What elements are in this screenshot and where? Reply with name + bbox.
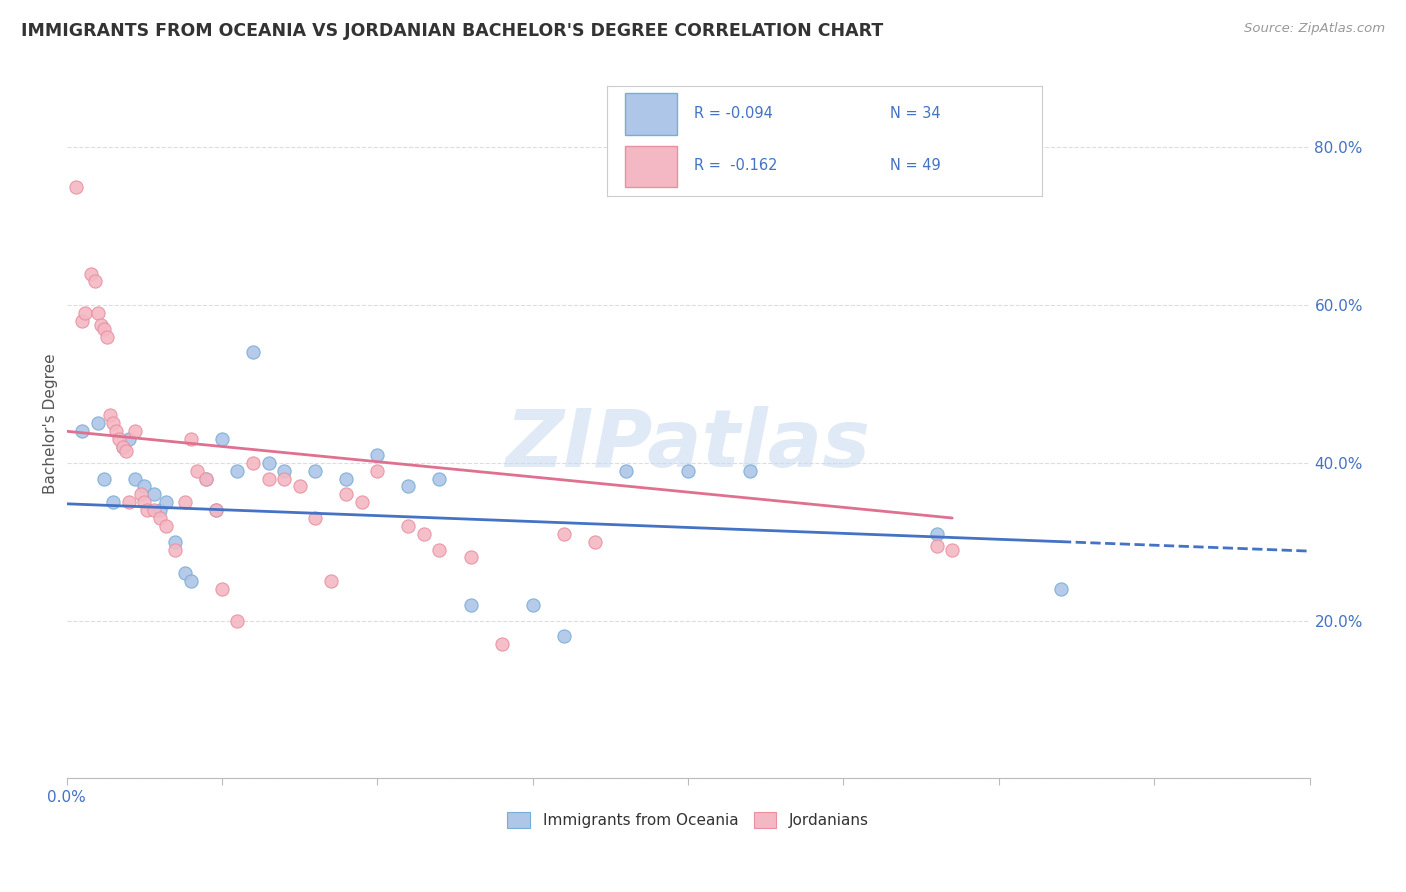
Point: [75, 306, 97, 320]
Point: [111, 440, 134, 454]
Point: [429, 472, 451, 486]
Point: [155, 519, 177, 533]
Point: [460, 598, 482, 612]
Point: [941, 542, 963, 557]
Point: [93, 322, 115, 336]
Point: [396, 479, 419, 493]
Point: [98, 409, 121, 423]
Point: [136, 503, 159, 517]
Text: ZIPatlas: ZIPatlas: [506, 406, 870, 483]
Point: [103, 495, 125, 509]
Point: [149, 511, 172, 525]
Point: [553, 629, 575, 643]
Point: [304, 464, 326, 478]
Point: [242, 456, 264, 470]
Point: [195, 472, 218, 486]
Point: [491, 637, 513, 651]
Point: [553, 526, 575, 541]
Point: [173, 566, 195, 581]
Point: [155, 495, 177, 509]
Point: [740, 464, 762, 478]
Point: [522, 598, 544, 612]
Point: [211, 582, 233, 596]
Text: IMMIGRANTS FROM OCEANIA VS JORDANIAN BACHELOR'S DEGREE CORRELATION CHART: IMMIGRANTS FROM OCEANIA VS JORDANIAN BAC…: [21, 22, 883, 40]
Point: [273, 464, 295, 478]
Y-axis label: Bachelor's Degree: Bachelor's Degree: [44, 353, 58, 493]
Point: [195, 472, 218, 486]
Point: [70, 314, 93, 328]
Point: [124, 472, 146, 486]
Point: [83, 275, 105, 289]
Point: [129, 487, 152, 501]
Point: [204, 503, 226, 517]
Point: [335, 472, 357, 486]
Point: [366, 448, 388, 462]
Point: [304, 511, 326, 525]
Point: [142, 503, 165, 517]
Point: [103, 417, 125, 431]
Point: [105, 424, 128, 438]
Point: [614, 464, 637, 478]
Point: [134, 495, 156, 509]
Point: [583, 534, 606, 549]
Point: [186, 464, 208, 478]
Point: [257, 472, 280, 486]
Point: [1050, 582, 1073, 596]
Point: [93, 472, 115, 486]
Point: [211, 432, 233, 446]
Point: [180, 574, 202, 588]
Point: [925, 539, 948, 553]
Point: [925, 526, 948, 541]
Text: Source: ZipAtlas.com: Source: ZipAtlas.com: [1244, 22, 1385, 36]
Point: [165, 542, 187, 557]
Point: [204, 503, 226, 517]
Point: [86, 417, 108, 431]
Point: [460, 550, 482, 565]
Point: [80, 267, 103, 281]
Point: [142, 487, 165, 501]
Point: [111, 440, 134, 454]
Point: [70, 424, 93, 438]
Point: [319, 574, 342, 588]
Point: [114, 444, 136, 458]
Point: [124, 424, 146, 438]
Point: [226, 614, 249, 628]
Point: [676, 464, 699, 478]
Point: [96, 329, 118, 343]
Point: [90, 318, 112, 332]
Point: [288, 479, 311, 493]
Point: [273, 472, 295, 486]
Point: [165, 534, 187, 549]
Point: [350, 495, 373, 509]
Legend: Immigrants from Oceania, Jordanians: Immigrants from Oceania, Jordanians: [502, 806, 875, 834]
Point: [173, 495, 195, 509]
Point: [242, 345, 264, 359]
Point: [257, 456, 280, 470]
Point: [86, 306, 108, 320]
Point: [180, 432, 202, 446]
Point: [429, 542, 451, 557]
Point: [396, 519, 419, 533]
Point: [413, 526, 436, 541]
Point: [226, 464, 249, 478]
Point: [118, 432, 141, 446]
Point: [108, 432, 131, 446]
Point: [335, 487, 357, 501]
Point: [65, 179, 87, 194]
Point: [366, 464, 388, 478]
Point: [149, 503, 172, 517]
Point: [118, 495, 141, 509]
Point: [134, 479, 156, 493]
